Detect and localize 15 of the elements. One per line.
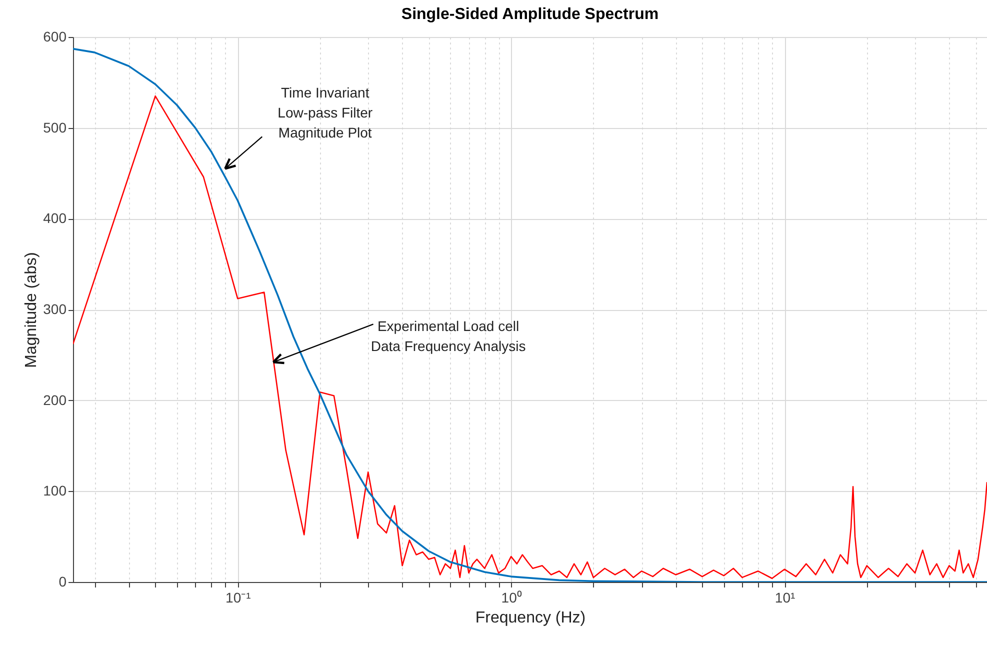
y-tick-label: 300 [43, 301, 67, 317]
y-tick-label: 200 [43, 392, 67, 408]
y-tick-label: 600 [43, 28, 67, 44]
y-axis-title: Magnitude (abs) [23, 252, 40, 368]
x-axis-title: Frequency (Hz) [475, 610, 586, 626]
annotation: Time Invariant Low-pass Filter Magnitude Plot [278, 84, 373, 141]
annotation: Experimental Load cell Data Frequency Analysis [370, 318, 526, 354]
x-tick-label: 10⁰ [501, 590, 522, 606]
y-tick-label: 0 [58, 574, 67, 590]
y-tick-label: 500 [43, 119, 67, 136]
y-tick-label: 100 [43, 482, 67, 499]
x-tick-label: 10¹ [774, 590, 796, 606]
chart-title: Single-Sided Amplitude Spectrum [401, 6, 659, 23]
x-tick-label: 10⁻¹ [226, 590, 252, 606]
y-tick-label: 400 [43, 210, 67, 226]
